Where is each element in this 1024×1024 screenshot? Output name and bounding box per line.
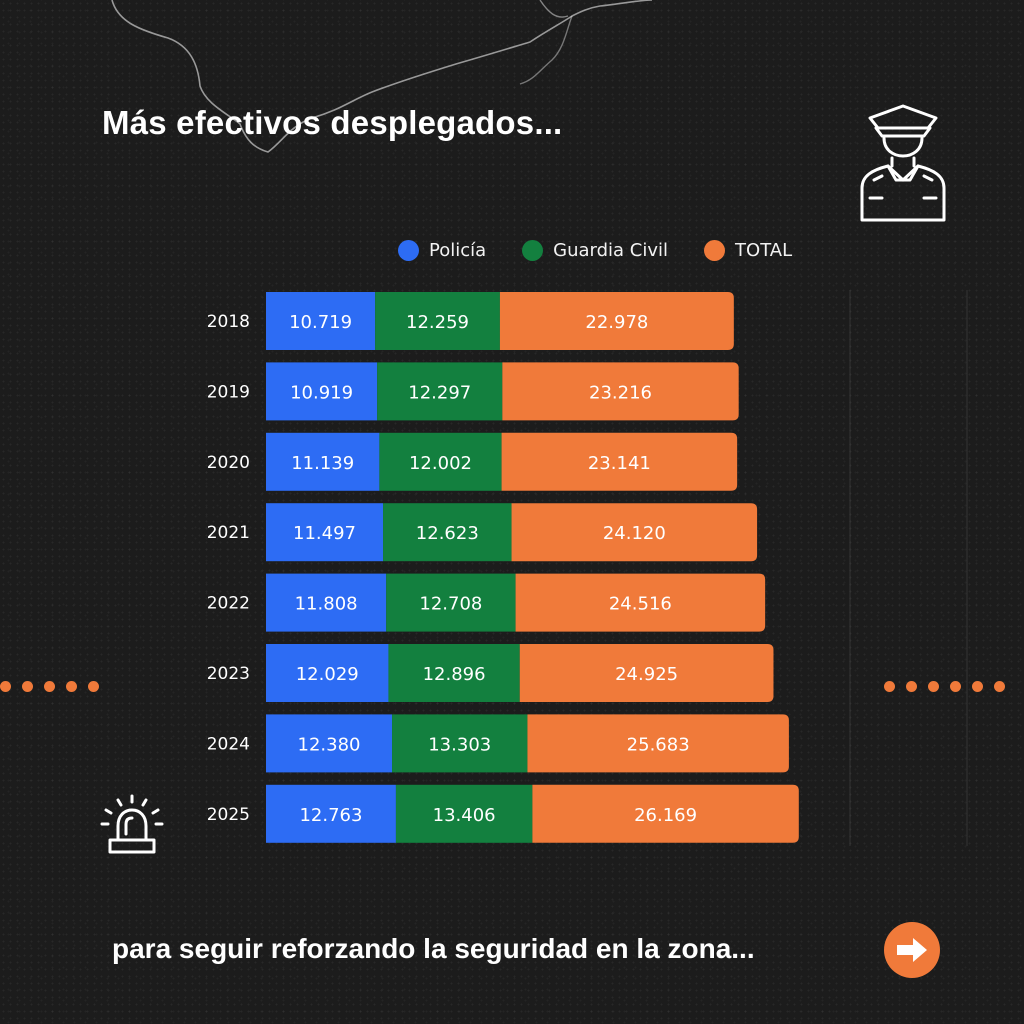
bar-value-label: 12.763 [299,805,362,826]
bar-value-label: 12.259 [406,312,469,333]
bar-policía [266,644,389,702]
dot [972,681,983,692]
bar-value-label: 24.516 [609,594,672,615]
bar-value-label: 23.216 [589,382,652,403]
bar-value-label: 24.120 [603,523,666,544]
bar-total [499,292,734,350]
bar-guardia-civil [383,503,512,562]
bar-total [501,432,738,491]
police-officer-icon [858,100,948,228]
decorative-dots-right [884,681,1005,692]
dot [994,681,1005,692]
bar-policía [266,432,380,491]
bar-value-label: 26.169 [634,805,697,826]
bar-guardia-civil [392,714,528,773]
bar-value-label: 13.303 [428,734,491,755]
bar-value-label: 12.896 [423,664,486,685]
decorative-dots-left [0,681,99,692]
year-tick-label: 2021 [207,523,250,543]
legend-swatch-guardia-civil [522,240,544,261]
bar-value-label: 12.623 [416,523,479,544]
bar-total [519,644,774,702]
legend-item-total: TOTAL [704,240,792,261]
bar-value-label: 10.919 [290,382,353,403]
year-tick-label: 2022 [207,594,250,614]
dot [22,681,33,692]
bar-policía [266,714,393,773]
bar-value-label: 12.002 [409,453,472,474]
bar-value-label: 12.029 [296,664,359,685]
bar-value-label: 12.297 [408,382,471,403]
bar-value-label: 24.925 [615,664,678,685]
bar-total [502,362,739,421]
bar-total [515,573,766,632]
dot [928,681,939,692]
chart-legend: Policía Guardia Civil TOTAL [398,240,792,261]
bar-value-label: 12.380 [298,734,361,755]
legend-label-policia: Policía [429,240,487,261]
footer-text: para seguir reforzando la seguridad en l… [112,933,755,964]
bar-total [532,784,799,843]
bar-value-label: 13.406 [433,805,496,826]
dot [88,681,99,692]
dot [950,681,961,692]
legend-label-total: TOTAL [735,240,793,261]
bar-policía [266,784,396,843]
bar-guardia-civil [375,292,500,350]
bar-value-label: 22.978 [585,312,648,333]
year-tick-label: 2019 [207,382,250,402]
legend-label-guardia-civil: Guardia Civil [553,240,669,261]
bar-guardia-civil [386,573,516,632]
bar-value-label: 11.497 [293,523,356,544]
headline: Más efectivos desplegados... [102,104,563,141]
year-tick-label: 2018 [207,312,250,332]
dot [906,681,917,692]
bar-policía [266,292,376,350]
siren-icon [100,794,164,860]
year-tick-label: 2024 [207,734,250,754]
bar-value-label: 12.708 [419,594,482,615]
legend-item-policia: Policía [398,240,486,261]
dot [0,681,11,692]
bar-guardia-civil [388,644,520,702]
bar-policía [266,362,378,421]
bar-policía [266,503,384,562]
bar-value-label: 11.808 [295,594,358,615]
dot [44,681,55,692]
year-tick-label: 2023 [207,664,250,684]
bar-value-label: 11.139 [291,453,354,474]
next-button[interactable] [884,922,940,978]
bar-value-label: 10.719 [289,312,352,333]
bar-guardia-civil [379,432,502,491]
bar-policía [266,573,387,632]
legend-swatch-policia [398,240,419,261]
bar-value-label: 23.141 [588,453,651,474]
bar-value-label: 25.683 [627,734,690,755]
legend-swatch-total [704,240,726,261]
arrow-right-icon [897,938,927,962]
dot [884,681,895,692]
bar-total [527,714,789,773]
bar-guardia-civil [395,784,533,843]
year-tick-label: 2020 [207,453,250,473]
bar-guardia-civil [377,362,503,421]
bar-total [511,503,758,562]
dot [66,681,77,692]
year-tick-label: 2025 [207,805,250,825]
legend-item-guardia-civil: Guardia Civil [522,240,668,261]
